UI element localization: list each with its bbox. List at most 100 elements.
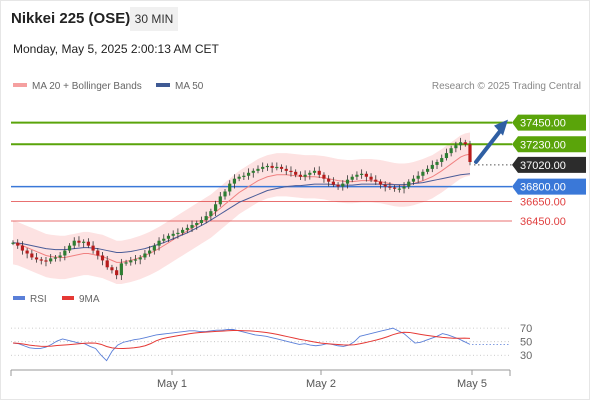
legend-ma50-label: MA 50 [175,81,204,92]
candle-body [294,171,298,175]
rsi-ma-line [12,330,471,349]
candle-body [53,257,58,259]
candle-body [190,224,194,228]
candle-body [209,211,213,217]
candle-body [49,258,53,262]
candle-body [374,179,378,182]
candle-body [425,168,430,172]
candle-body [133,259,138,261]
candle-body [100,255,105,261]
candle-body [30,253,34,258]
timeframe-badge[interactable]: 30 MIN [130,7,178,31]
legend-rsi-ma-label: 9MA [79,294,100,305]
candle-body [341,183,345,187]
level-tag-1 [512,136,586,153]
candle-body [345,179,350,184]
candle-body [195,222,199,225]
candle-body [11,242,15,244]
candle-body [162,238,166,241]
candle-body [298,174,302,177]
candle-body [124,262,128,264]
candle-body [308,172,312,175]
candles [11,137,472,280]
ma20-swatch [13,83,27,88]
candle-body [388,186,392,188]
legend-rsi: RSI [13,294,47,305]
candle-body [181,229,185,233]
rsi-tick-label-1: 50 [520,337,532,349]
candle-body [261,166,265,169]
candle-body [331,181,335,185]
candle-body [256,168,260,171]
level-tag-2 [512,156,586,173]
candle-body [115,270,119,276]
candle-body [232,178,237,184]
candle-body [44,260,48,262]
candle-body [317,170,321,175]
candle-body [402,186,406,189]
candle-body [82,241,86,243]
candle-body [265,165,270,168]
level-tag-0 [512,114,586,131]
candle-body [279,166,284,169]
candle-body [63,250,67,256]
candle-body [463,142,467,145]
forecast-arrow-shaft [474,126,504,164]
chart-title: Nikkei 225 (OSE) [11,10,131,27]
level-label-1: 37230.00 [520,139,566,151]
candle-body [416,175,420,179]
candle-body [228,183,232,192]
candle-body [411,178,416,182]
bollinger-band [13,132,470,285]
candle-body [91,245,95,251]
level-label-3: 36800.00 [520,182,566,194]
candle-body [20,245,25,251]
candle-body [199,220,204,223]
ma50-swatch [156,83,170,88]
forecast-arrow-head [494,119,508,136]
candle-body [397,188,401,190]
candle-body [435,161,439,165]
candle-body [119,263,123,276]
candle-body [166,235,171,239]
candle-body [185,227,189,230]
candle-body [458,142,463,146]
datetime-label: Monday, May 5, 2025 2:00:13 AM CET [13,42,219,56]
candle-body [289,170,293,173]
candle-body [96,250,100,256]
candle-body [364,173,368,177]
candle-body [369,176,373,180]
candle-body [110,267,114,271]
level-tag-3 [512,178,586,195]
candle-body [213,204,218,212]
candle-body [246,172,251,176]
candle-body [421,171,425,176]
candle-body [152,245,156,251]
legend-rsi-ma: 9MA [62,294,100,305]
x-tick-label-2: May 5 [457,378,487,390]
rsi-swatch [13,296,25,301]
candle-body [270,165,274,168]
candle-body [440,158,444,162]
candle-body [251,170,255,173]
candle-body [350,176,354,180]
candle-body [25,250,29,254]
x-tick-label-0: May 1 [157,378,187,390]
candle-body [284,168,288,171]
candle-body [218,196,222,205]
candle-body [86,241,90,246]
legend-ma20: MA 20 + Bollinger Bands [13,81,142,92]
candle-body [444,153,449,159]
credit-label: Research © 2025 Trading Central [431,81,581,92]
candle-body [16,242,20,246]
candle-body [176,232,180,235]
candle-body [143,253,147,258]
candle-body [355,174,359,177]
candle-body [237,176,241,179]
candle-body [223,191,227,197]
candle-body [67,245,72,251]
level-label-4: 36650.00 [520,196,566,208]
legend-ma50: MA 50 [156,81,203,92]
candle-body [148,250,152,254]
